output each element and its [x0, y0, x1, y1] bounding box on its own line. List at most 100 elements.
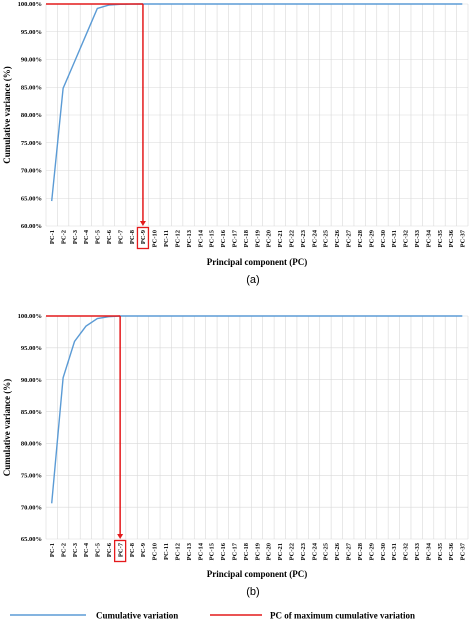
- x-tick-label: PC-6: [106, 229, 113, 244]
- x-tick-label: PC-27: [346, 542, 353, 560]
- panel-label: (b): [246, 586, 259, 598]
- legend: Cumulative variation PC of maximum cumula…: [10, 611, 415, 620]
- x-tick-label: PC-10: [152, 230, 159, 247]
- x-tick-label: PC-34: [425, 229, 432, 247]
- x-tick-label: PC-29: [368, 542, 375, 560]
- x-tick-label: PC-1: [49, 230, 56, 244]
- x-tick-label: PC-31: [391, 230, 398, 247]
- x-tick-label: PC-36: [448, 229, 455, 247]
- x-axis-title: Principal component (PC): [207, 257, 308, 267]
- x-tick-label: PC-26: [334, 229, 341, 247]
- x-tick-label: PC-4: [83, 229, 90, 244]
- cumulative-variation-line: [51, 3, 463, 202]
- x-tick-label: PC-8: [129, 542, 136, 557]
- y-tick-label: 70.00%: [21, 504, 42, 511]
- x-tick-label: PC-7: [117, 229, 124, 244]
- x-tick-label: PC-37: [460, 542, 467, 560]
- x-tick-label: PC-9: [140, 229, 147, 244]
- y-tick-label: 90.00%: [21, 57, 42, 64]
- highlight-box: [113, 539, 127, 563]
- chart-panel-2: 65.00% 70.00% 75.00% 80.00% 85.00% 90.00% 95.0…: [2, 313, 469, 598]
- x-tick-label: PC-24: [311, 542, 318, 560]
- x-tick-label: PC-27: [346, 229, 353, 247]
- legend-label: Cumulative variation: [96, 611, 178, 620]
- x-tick-label: PC-5: [95, 229, 102, 244]
- x-tick-label: PC-12: [174, 543, 181, 560]
- y-tick-label: 95.00%: [21, 345, 42, 352]
- y-tick-label: 65.00%: [21, 195, 42, 202]
- x-tick-label: PC-30: [380, 543, 387, 560]
- x-tick-label: PC-1: [49, 543, 56, 557]
- x-tick-label: PC-33: [414, 542, 421, 560]
- x-tick-label: PC-21: [277, 543, 284, 560]
- x-tick-label: PC-33: [414, 229, 421, 247]
- x-tick-label: PC-19: [254, 542, 261, 560]
- x-tick-label: PC-8: [129, 229, 136, 244]
- x-tick-label: PC-29: [368, 229, 375, 247]
- x-tick-label: PC-11: [163, 543, 170, 560]
- x-tick-label: PC-30: [380, 230, 387, 247]
- x-tick-label: PC-16: [220, 229, 227, 247]
- y-axis-title: Cumulative variance (%): [2, 379, 12, 476]
- y-tick-label: 85.00%: [21, 409, 42, 416]
- x-tick-label: PC-2: [60, 230, 67, 244]
- y-tick-label: 100.00%: [18, 1, 42, 8]
- y-tick-label: 80.00%: [21, 441, 42, 448]
- x-tick-label: PC-19: [254, 229, 261, 247]
- x-tick-label: PC-12: [174, 230, 181, 247]
- x-tick-label: PC-13: [186, 542, 193, 560]
- x-tick-label: PC-35: [437, 229, 444, 247]
- y-axis-title: Cumulative variance (%): [2, 66, 12, 163]
- y-tick-label: 100.00%: [18, 313, 42, 320]
- x-tick-label: PC-31: [391, 543, 398, 560]
- x-tick-label: PC-18: [243, 542, 250, 560]
- x-axis-title: Principal component (PC): [207, 569, 308, 579]
- x-tick-label: PC-37: [460, 229, 467, 247]
- max-pc-arrowhead: [117, 534, 124, 539]
- x-tick-label: PC-25: [323, 229, 330, 247]
- x-tick-label: PC-32: [403, 543, 410, 560]
- x-tick-label: PC-5: [95, 542, 102, 557]
- y-tick-label: 65.00%: [21, 536, 42, 543]
- x-tick-label: PC-23: [300, 229, 307, 247]
- y-tick-label: 75.00%: [21, 472, 42, 479]
- x-tick-label: PC-2: [60, 543, 67, 557]
- highlight-box: [136, 226, 150, 250]
- x-tick-label: PC-28: [357, 229, 364, 247]
- x-tick-label: PC-18: [243, 229, 250, 247]
- y-tick-label: 70.00%: [21, 168, 42, 175]
- panel-label: (a): [246, 274, 259, 286]
- x-tick-label: PC-25: [323, 542, 330, 560]
- x-tick-label: PC-7: [117, 542, 124, 557]
- x-tick-label: PC-22: [289, 543, 296, 560]
- max-pc-arrowhead: [139, 221, 146, 226]
- x-tick-label: PC-22: [289, 230, 296, 247]
- x-tick-label: PC-20: [266, 543, 273, 560]
- x-tick-label: PC-3: [72, 542, 79, 557]
- x-tick-label: PC-10: [152, 543, 159, 560]
- y-tick-label: 95.00%: [21, 29, 42, 36]
- x-tick-label: PC-15: [209, 542, 216, 560]
- x-tick-label: PC-24: [311, 229, 318, 247]
- y-tick-label: 90.00%: [21, 377, 42, 384]
- x-tick-label: PC-9: [140, 542, 147, 557]
- x-tick-label: PC-16: [220, 542, 227, 560]
- x-tick-label: PC-32: [403, 230, 410, 247]
- x-tick-label: PC-13: [186, 229, 193, 247]
- x-tick-label: PC-34: [425, 542, 432, 560]
- x-tick-label: PC-3: [72, 229, 79, 244]
- x-tick-label: PC-14: [197, 229, 204, 247]
- x-tick-label: PC-17: [231, 542, 238, 560]
- x-tick-label: PC-4: [83, 542, 90, 557]
- x-tick-label: PC-20: [266, 230, 273, 247]
- y-tick-label: 75.00%: [21, 140, 42, 147]
- x-tick-label: PC-21: [277, 230, 284, 247]
- x-tick-label: PC-35: [437, 542, 444, 560]
- x-tick-label: PC-15: [209, 229, 216, 247]
- x-tick-label: PC-23: [300, 542, 307, 560]
- y-tick-label: 85.00%: [21, 84, 42, 91]
- y-tick-label: 80.00%: [21, 112, 42, 119]
- x-tick-label: PC-17: [231, 229, 238, 247]
- x-tick-label: PC-26: [334, 542, 341, 560]
